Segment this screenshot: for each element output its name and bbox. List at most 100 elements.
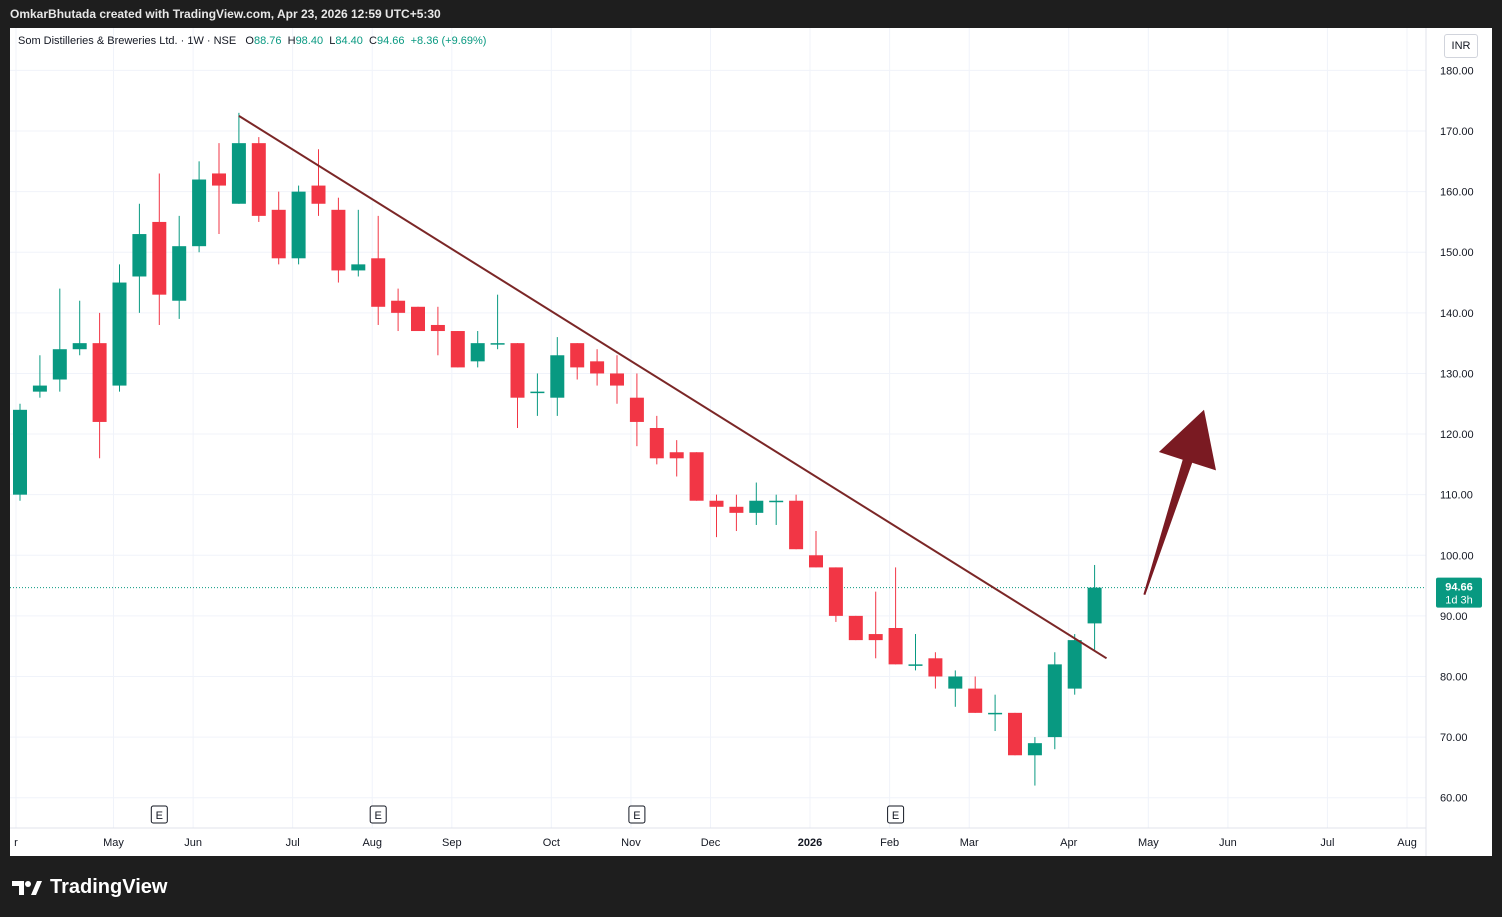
candle-body	[430, 324, 445, 332]
candle	[848, 615, 863, 641]
candle-body	[152, 221, 167, 295]
x-tick-label: May	[1138, 837, 1159, 849]
candle-body	[1008, 712, 1022, 756]
candle-body	[32, 385, 47, 392]
chart-panel[interactable]: 60.00 70.00 80.00 90.00 100.00 110.00 120.00 13…	[10, 28, 1492, 856]
candle-body	[450, 331, 465, 368]
candle	[112, 264, 127, 392]
candle	[550, 337, 565, 416]
candle-body	[411, 306, 425, 332]
candle-body	[769, 500, 784, 503]
candle-body	[629, 397, 644, 422]
candle	[132, 203, 147, 313]
candle	[212, 143, 226, 235]
up-arrow-annotation	[1143, 409, 1216, 595]
earnings-marker: E	[887, 805, 905, 824]
last-price-value: 94.66	[1445, 582, 1473, 594]
candle-body	[490, 343, 505, 345]
candle-body	[988, 712, 1003, 715]
candle	[610, 355, 624, 404]
last-price-tag-bg	[1436, 577, 1482, 608]
candle-body	[251, 143, 266, 216]
candle-body	[1047, 664, 1062, 738]
candle	[430, 306, 445, 356]
legend-open: 88.76	[253, 35, 282, 47]
earnings-marker-box	[628, 805, 646, 824]
candle	[470, 331, 485, 368]
candle-body	[550, 355, 565, 398]
candle	[231, 112, 246, 204]
candle	[689, 452, 704, 501]
candle-body	[948, 676, 963, 689]
candle	[92, 312, 107, 459]
y-tick-label: 60.00	[1440, 793, 1468, 805]
candle	[32, 355, 47, 398]
x-tick-label: Jul	[1320, 837, 1334, 849]
candle-body	[848, 615, 863, 641]
downtrend-line	[238, 115, 1108, 660]
x-tick-label: May	[103, 837, 124, 849]
candle	[570, 343, 585, 380]
footer-branding: TradingView	[12, 876, 167, 899]
candle-body	[610, 373, 624, 386]
candle	[669, 440, 684, 477]
candle	[351, 209, 366, 277]
candle-body	[331, 209, 346, 271]
bar-countdown: 1d 3h	[1445, 595, 1473, 607]
y-tick-label: 150.00	[1440, 247, 1474, 259]
candle	[331, 197, 346, 283]
candle-body	[888, 628, 903, 665]
legend-change: +8.36 (+9.69%)	[410, 35, 487, 47]
legend-symbol: Som Distilleries & Breweries Ltd. · 1W ·…	[18, 35, 237, 47]
candle	[729, 494, 744, 532]
legend-low-label: L	[329, 35, 336, 47]
candle	[152, 173, 167, 325]
candlestick-chart[interactable]: 60.00 70.00 80.00 90.00 100.00 110.00 120.00 13…	[10, 28, 1492, 856]
candle-body	[291, 191, 306, 259]
candle-body	[809, 555, 823, 568]
candle-body	[391, 300, 406, 313]
candle-body	[271, 209, 286, 259]
y-tick-label: 170.00	[1440, 126, 1474, 138]
candle	[251, 137, 266, 222]
candle	[629, 373, 644, 447]
y-tick-label: 110.00	[1440, 490, 1473, 502]
legend-open-label: O	[245, 35, 254, 47]
y-tick-label: 90.00	[1440, 611, 1468, 623]
candle-body	[1067, 640, 1082, 689]
y-tick-label: 140.00	[1440, 308, 1474, 320]
candle	[1047, 652, 1062, 750]
candle	[649, 415, 664, 465]
y-tick-label: 80.00	[1440, 671, 1468, 683]
candle	[52, 288, 67, 392]
x-tick-label: Jul	[286, 837, 300, 849]
x-tick-label: Mar	[960, 837, 979, 849]
candle	[411, 306, 425, 332]
candle-body	[689, 452, 704, 501]
earnings-marker-label: E	[375, 810, 382, 822]
candle-body	[231, 143, 246, 204]
y-tick-label: 130.00	[1440, 368, 1474, 380]
candle	[311, 149, 326, 216]
candle-body	[908, 664, 923, 666]
candle-body	[1027, 743, 1042, 756]
x-tick-label: Jun	[184, 837, 202, 849]
earnings-marker-label: E	[156, 810, 163, 822]
x-tick-label: Nov	[621, 837, 641, 849]
earnings-marker-box	[887, 805, 905, 824]
candle-body	[828, 567, 843, 616]
footer-brand: TradingView	[50, 876, 168, 898]
earnings-marker: E	[369, 805, 387, 824]
earnings-marker-box	[369, 805, 387, 824]
legend-low: 84.40	[335, 35, 363, 47]
x-tick-label: Feb	[880, 837, 899, 849]
candle-body	[92, 343, 107, 422]
currency-button[interactable]: INR	[1444, 34, 1478, 58]
x-tick-label: r	[14, 837, 18, 849]
candle	[72, 300, 87, 356]
candle	[988, 694, 1003, 732]
candle	[1027, 737, 1042, 786]
candle	[172, 215, 187, 319]
x-tick-label: Aug	[1397, 837, 1417, 849]
